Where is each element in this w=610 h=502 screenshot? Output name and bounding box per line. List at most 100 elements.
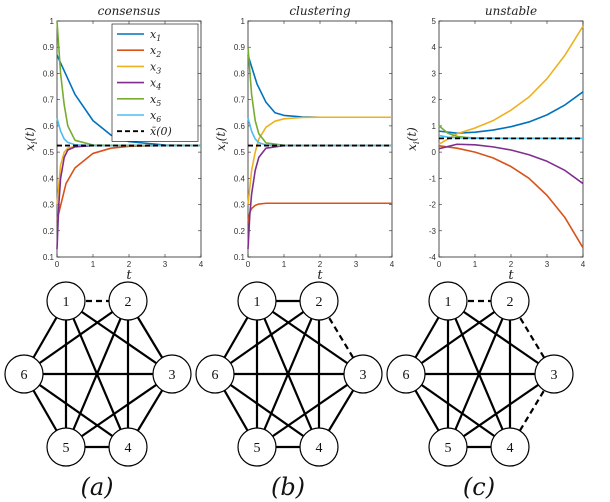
graph-edge xyxy=(214,373,320,448)
panel-caption: (c) xyxy=(463,473,495,501)
graph-a: 1 2 3 4 5 6 (a) xyxy=(4,281,192,501)
graph-node-label: 2 xyxy=(125,295,132,310)
graph-node-label: 4 xyxy=(316,441,323,456)
graph-node xyxy=(46,281,86,321)
y-axis-label: xi(t) xyxy=(405,127,422,151)
y-tick-label: 0.5 xyxy=(43,148,55,157)
graph-node-label: 3 xyxy=(169,368,176,383)
x-tick-label: 2 xyxy=(509,260,514,269)
x-tick-label: 2 xyxy=(127,260,132,269)
y-tick-label: 0.8 xyxy=(43,69,55,78)
graph-node xyxy=(299,281,339,321)
graph-node xyxy=(237,281,277,321)
x-tick-label: 0 xyxy=(246,260,251,269)
x-tick-label: 3 xyxy=(163,260,168,269)
graph-node xyxy=(237,427,277,467)
y-tick-label: 4 xyxy=(432,43,437,52)
x-tick-label: 0 xyxy=(55,260,60,269)
y-tick-label: -4 xyxy=(429,253,437,262)
graph-node xyxy=(490,427,530,467)
y-axis-label: xi(t) xyxy=(214,127,231,151)
graph-node xyxy=(195,354,235,394)
plot-clustering: 0.1 0.2 0.3 0.4 0.5 0.6 0.7 0.8 0.9 1 0 1 2 3 4 cluster… xyxy=(214,4,395,283)
graph-node-label: 6 xyxy=(403,368,410,383)
graph-node xyxy=(108,281,148,321)
legend-entry: x1 xyxy=(150,28,161,43)
graph-node-label: 5 xyxy=(63,441,70,456)
x-tick-label: 3 xyxy=(545,260,550,269)
y-tick-label: -1 xyxy=(429,174,437,183)
series-line-x2 xyxy=(438,145,584,249)
graph-edge xyxy=(447,300,555,375)
y-tick-label: 0.1 xyxy=(234,253,246,262)
graph-node-label: 3 xyxy=(360,368,367,383)
y-tick-label: 0.5 xyxy=(234,148,246,157)
series-line-x1 xyxy=(438,91,584,135)
graph-node-label: 2 xyxy=(316,295,323,310)
y-tick-label: 1 xyxy=(432,122,437,131)
y-tick-label: 2 xyxy=(432,96,437,105)
graph-node-label: 5 xyxy=(254,441,261,456)
graph-node xyxy=(108,427,148,467)
series-line-x3 xyxy=(438,25,584,145)
graph-node-label: 6 xyxy=(21,368,28,383)
graph-c: 1 2 3 4 5 6 (c) xyxy=(386,281,574,501)
graph-node-label: 1 xyxy=(63,295,70,310)
y-tick-label: 0.9 xyxy=(234,43,246,52)
graph-edge xyxy=(214,300,320,375)
graph-node-label: 1 xyxy=(445,295,452,310)
graph-node xyxy=(152,354,192,394)
graph-node-label: 1 xyxy=(254,295,261,310)
y-tick-label: -3 xyxy=(429,227,437,236)
panel-caption: (a) xyxy=(80,473,113,501)
y-tick-label: 0.7 xyxy=(43,96,55,105)
y-tick-label: 5 xyxy=(432,17,437,26)
y-tick-label: 0.4 xyxy=(43,174,55,183)
plot-unstable: -4 -3 -2 -1 0 1 2 3 4 5 0 1 2 3 4 unstable t xi(t) xyxy=(405,4,586,283)
x-tick-label: 1 xyxy=(473,260,478,269)
graph-node xyxy=(299,427,339,467)
graph-node xyxy=(490,281,530,321)
graph-node-label: 4 xyxy=(507,441,514,456)
legend-entry: x4 xyxy=(150,77,161,92)
legend-entry: x5 xyxy=(150,93,161,108)
graph-node-label: 2 xyxy=(507,295,514,310)
graph-node xyxy=(428,427,468,467)
y-tick-label: 1 xyxy=(50,17,55,26)
x-tick-label: 3 xyxy=(354,260,359,269)
y-tick-label: 0.6 xyxy=(43,122,55,131)
graph-node xyxy=(386,354,426,394)
y-tick-label: 0.4 xyxy=(234,174,246,183)
legend-entry: x̄(0) xyxy=(150,125,172,138)
plot-title: unstable xyxy=(485,4,537,18)
series-line-x4 xyxy=(438,143,584,185)
graph-edge xyxy=(256,300,364,375)
y-tick-label: 0.3 xyxy=(43,201,55,210)
plot-title: consensus xyxy=(98,4,161,18)
y-tick-label: 0.7 xyxy=(234,96,246,105)
graph-node xyxy=(46,427,86,467)
graph-node-label: 3 xyxy=(551,368,558,383)
y-tick-label: 0.6 xyxy=(234,122,246,131)
y-tick-label: -2 xyxy=(429,201,437,210)
graph-node xyxy=(4,354,44,394)
y-tick-label: 0.8 xyxy=(234,69,246,78)
x-axis-label: t xyxy=(126,268,132,283)
x-tick-label: 2 xyxy=(318,260,323,269)
graph-edge xyxy=(256,373,364,448)
graph-node xyxy=(343,354,383,394)
graph-edge xyxy=(23,300,129,375)
graph-edge xyxy=(405,373,511,448)
x-tick-label: 4 xyxy=(581,260,586,269)
y-tick-label: 0 xyxy=(432,148,437,157)
plot-consensus: 0.1 0.2 0.3 0.4 0.5 0.6 0.7 0.8 0.9 1 0 1 2 3 4 consens… xyxy=(23,4,204,283)
panel-caption: (b) xyxy=(271,473,305,501)
graph-node xyxy=(428,281,468,321)
y-tick-label: 0.2 xyxy=(43,227,55,236)
legend-entry: x2 xyxy=(150,44,161,59)
x-tick-label: 0 xyxy=(437,260,442,269)
y-tick-label: 0.3 xyxy=(234,201,246,210)
graph-node-label: 6 xyxy=(212,368,219,383)
